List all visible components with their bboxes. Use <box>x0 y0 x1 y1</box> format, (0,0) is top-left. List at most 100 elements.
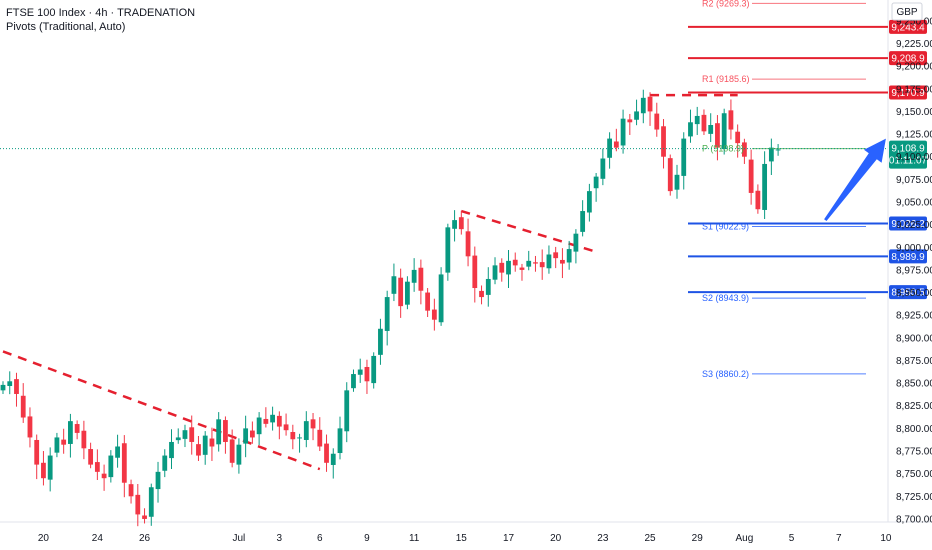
candle <box>452 210 457 242</box>
x-tick-label: 23 <box>597 533 609 544</box>
candle <box>317 417 323 452</box>
y-tick-label: 9,250.00 <box>896 16 932 27</box>
candle <box>681 132 687 190</box>
candle <box>61 428 67 454</box>
grid-layer <box>0 0 932 523</box>
candle-body <box>512 259 518 266</box>
currency-label: GBP <box>896 7 917 18</box>
candle-body <box>276 415 282 427</box>
candle <box>236 438 242 474</box>
y-tick-label: 8,800.00 <box>896 424 932 435</box>
candle-body <box>189 427 195 442</box>
candle-body <box>425 292 431 311</box>
candle-body <box>411 269 417 283</box>
candle <box>640 89 646 124</box>
candle-body <box>472 255 478 289</box>
candle-body <box>452 220 457 229</box>
candle <box>101 464 107 491</box>
candle <box>620 109 626 154</box>
y-tick-label: 8,900.00 <box>896 333 932 344</box>
candle <box>573 229 579 264</box>
candle <box>465 218 471 267</box>
candle <box>715 115 720 161</box>
x-tick-label: 10 <box>880 533 892 544</box>
candle-body <box>148 487 154 517</box>
resistance-level-badge <box>889 85 927 100</box>
candle-body <box>775 149 781 151</box>
candle <box>398 268 404 318</box>
y-tick-label: 8,775.00 <box>896 447 932 458</box>
candle-body <box>27 416 33 438</box>
candle-body <box>728 110 734 130</box>
candle-body <box>546 254 552 269</box>
support-level-badge-label: 9,026.2 <box>891 219 925 230</box>
candle-body <box>485 278 491 295</box>
candle-body <box>371 355 377 384</box>
candle <box>202 431 208 465</box>
candle-body <box>223 420 228 442</box>
support-level-badge-label: 8,950.5 <box>891 288 925 299</box>
candle-body <box>593 176 599 189</box>
candle <box>351 369 356 392</box>
y-tick-label: 8,700.00 <box>896 514 932 525</box>
candle <box>270 406 275 431</box>
candle <box>519 263 525 281</box>
candle-body <box>249 430 255 438</box>
candle-body <box>202 435 208 455</box>
candle <box>371 352 377 389</box>
candle-body <box>175 437 181 441</box>
candle-body <box>654 113 660 130</box>
candle <box>162 449 168 478</box>
resistance-level-badge <box>889 19 927 34</box>
candle <box>411 258 417 292</box>
y-tick-label: 9,225.00 <box>896 39 932 50</box>
candle-body <box>34 439 40 465</box>
candle-body <box>94 462 100 472</box>
candle <box>674 164 680 199</box>
candle-body <box>263 418 269 424</box>
candle <box>135 483 141 527</box>
candle <box>196 435 201 461</box>
candle <box>108 450 114 483</box>
candle-body <box>310 419 316 429</box>
candle-body <box>14 379 19 394</box>
y-tick-label: 9,175.00 <box>896 84 932 95</box>
candle-body <box>357 369 363 375</box>
candle-body <box>519 267 525 270</box>
candle <box>276 411 282 440</box>
candle <box>553 246 559 269</box>
candle-body <box>324 443 329 463</box>
x-tick-label: 29 <box>692 533 704 544</box>
candle-body <box>155 471 161 490</box>
candle-body <box>384 297 390 331</box>
candle-body <box>586 191 592 213</box>
candle-body <box>620 118 626 146</box>
candle-body <box>290 432 296 440</box>
countdown-label: 01:11:07 <box>889 156 928 167</box>
candle <box>256 412 262 446</box>
candle-body <box>196 444 201 456</box>
candle-body <box>88 449 94 465</box>
candle-body <box>330 453 336 465</box>
candle-body <box>735 131 741 144</box>
x-tick-label: 7 <box>836 533 842 544</box>
candle-body <box>667 158 673 192</box>
levels-layer: R2 (9269.3) R1 (9185.6) P (9108.9) S1 (9022… <box>0 0 928 379</box>
candle <box>324 434 329 472</box>
y-tick-label: 8,725.00 <box>896 492 932 503</box>
candle-body <box>229 439 235 463</box>
candle <box>378 318 383 365</box>
candle-body <box>121 443 127 483</box>
candle-body <box>580 211 586 232</box>
candle <box>216 412 222 452</box>
candle-body <box>768 147 774 162</box>
candle <box>182 424 188 448</box>
candle <box>526 250 532 271</box>
candle <box>586 183 592 222</box>
candle-body <box>81 430 87 449</box>
candle <box>249 421 255 444</box>
candle <box>175 428 181 444</box>
candle <box>189 415 195 455</box>
y-tick-label: 9,075.00 <box>896 175 932 186</box>
